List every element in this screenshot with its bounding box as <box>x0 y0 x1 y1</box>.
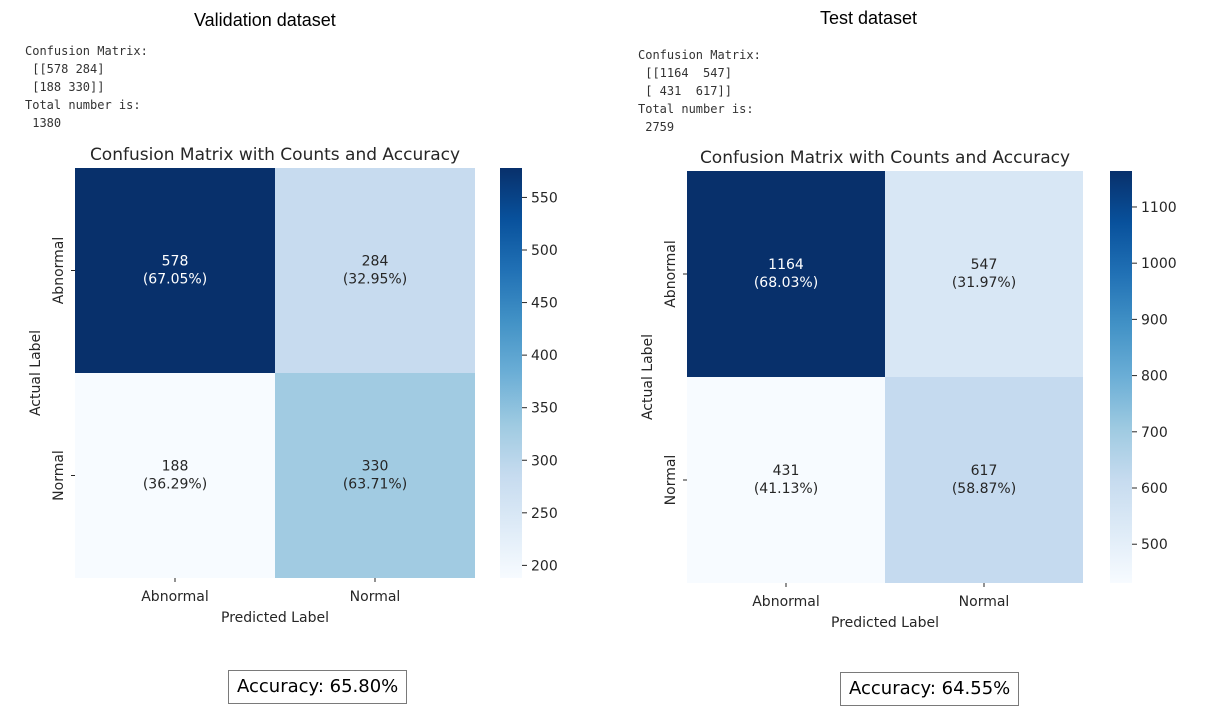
colorbar-tick-label: 1100 <box>1141 200 1177 216</box>
cell-count-label: 578 <box>162 254 189 270</box>
console-line: 2759 <box>638 120 675 134</box>
console-line: [[1164 547] <box>638 66 732 80</box>
chart-title: Confusion Matrix with Counts and Accurac… <box>90 145 460 165</box>
y-axis-label: Actual Label <box>28 330 44 416</box>
console-line: Total number is: <box>25 98 141 112</box>
colorbar-tick-label: 550 <box>531 190 558 206</box>
colorbar-tick-label: 350 <box>531 401 558 417</box>
x-axis-label: Predicted Label <box>831 615 939 631</box>
colorbar-tick-label: 300 <box>531 453 558 469</box>
cell-percent-label: (68.03%) <box>754 275 818 291</box>
console-line: Confusion Matrix: <box>638 48 761 62</box>
colorbar-tick-label: 700 <box>1141 425 1168 441</box>
cell-count-label: 330 <box>362 459 389 475</box>
colorbar <box>1110 171 1132 583</box>
heatmap-cell <box>275 373 475 578</box>
test-heading: Test dataset <box>820 8 918 28</box>
heatmap-cell <box>687 377 885 583</box>
colorbar-tick-label: 250 <box>531 506 558 522</box>
colorbar-tick-label: 500 <box>1141 537 1168 553</box>
x-tick-label: Normal <box>959 594 1010 610</box>
test-console-output: Confusion Matrix: [[1164 547] [ 431 617]… <box>638 46 761 136</box>
x-axis-label: Predicted Label <box>221 610 329 626</box>
heatmap-cell <box>885 377 1083 583</box>
x-tick-label: Abnormal <box>752 594 820 610</box>
colorbar-tick-label: 200 <box>531 558 558 574</box>
y-axis-label: Actual Label <box>640 334 656 420</box>
cell-count-label: 1164 <box>768 257 804 273</box>
colorbar-tick-label: 600 <box>1141 481 1168 497</box>
cell-percent-label: (41.13%) <box>754 481 818 497</box>
chart-title: Confusion Matrix with Counts and Accurac… <box>700 148 1070 168</box>
heatmap-cell <box>275 168 475 373</box>
cell-count-label: 188 <box>162 459 189 475</box>
y-tick-label: Abnormal <box>663 240 679 308</box>
cell-count-label: 617 <box>971 463 998 479</box>
colorbar-tick-label: 500 <box>531 243 558 259</box>
heatmap-cell <box>75 168 275 373</box>
y-tick-label: Abnormal <box>51 237 67 305</box>
colorbar-tick-label: 900 <box>1141 312 1168 328</box>
console-line: [ 431 617]] <box>638 84 732 98</box>
console-line: 1380 <box>25 116 62 130</box>
test-confusion-matrix: Confusion Matrix with Counts and Accurac… <box>640 148 1177 631</box>
colorbar-tick-label: 400 <box>531 348 558 364</box>
validation-confusion-matrix: Confusion Matrix with Counts and Accurac… <box>28 145 558 626</box>
console-line: Total number is: <box>638 102 754 116</box>
x-tick-label: Normal <box>350 589 401 605</box>
cell-percent-label: (36.29%) <box>143 477 207 493</box>
cell-percent-label: (67.05%) <box>143 272 207 288</box>
validation-console-output: Confusion Matrix: [[578 284] [188 330]] … <box>25 42 148 132</box>
validation-heading: Validation dataset <box>194 10 336 30</box>
colorbar-tick-label: 800 <box>1141 369 1168 385</box>
y-tick-label: Normal <box>663 455 679 506</box>
validation-accuracy-box: Accuracy: 65.80% <box>228 670 408 704</box>
cell-count-label: 431 <box>773 463 800 479</box>
colorbar-tick-label: 1000 <box>1141 256 1177 272</box>
cell-percent-label: (32.95%) <box>343 272 407 288</box>
heatmap-cell <box>75 373 275 578</box>
colorbar <box>500 168 522 578</box>
cell-count-label: 547 <box>971 257 998 273</box>
cell-count-label: 284 <box>362 254 389 270</box>
x-tick-label: Abnormal <box>141 589 209 605</box>
y-tick-label: Normal <box>51 450 67 501</box>
console-line: Confusion Matrix: <box>25 44 148 58</box>
colorbar-tick-label: 450 <box>531 296 558 312</box>
heatmap-cell <box>885 171 1083 377</box>
cell-percent-label: (31.97%) <box>952 275 1016 291</box>
console-line: [[578 284] <box>25 62 105 76</box>
test-accuracy-box: Accuracy: 64.55% <box>840 672 1020 706</box>
cell-percent-label: (58.87%) <box>952 481 1016 497</box>
heatmap-cell <box>687 171 885 377</box>
cell-percent-label: (63.71%) <box>343 477 407 493</box>
console-line: [188 330]] <box>25 80 105 94</box>
